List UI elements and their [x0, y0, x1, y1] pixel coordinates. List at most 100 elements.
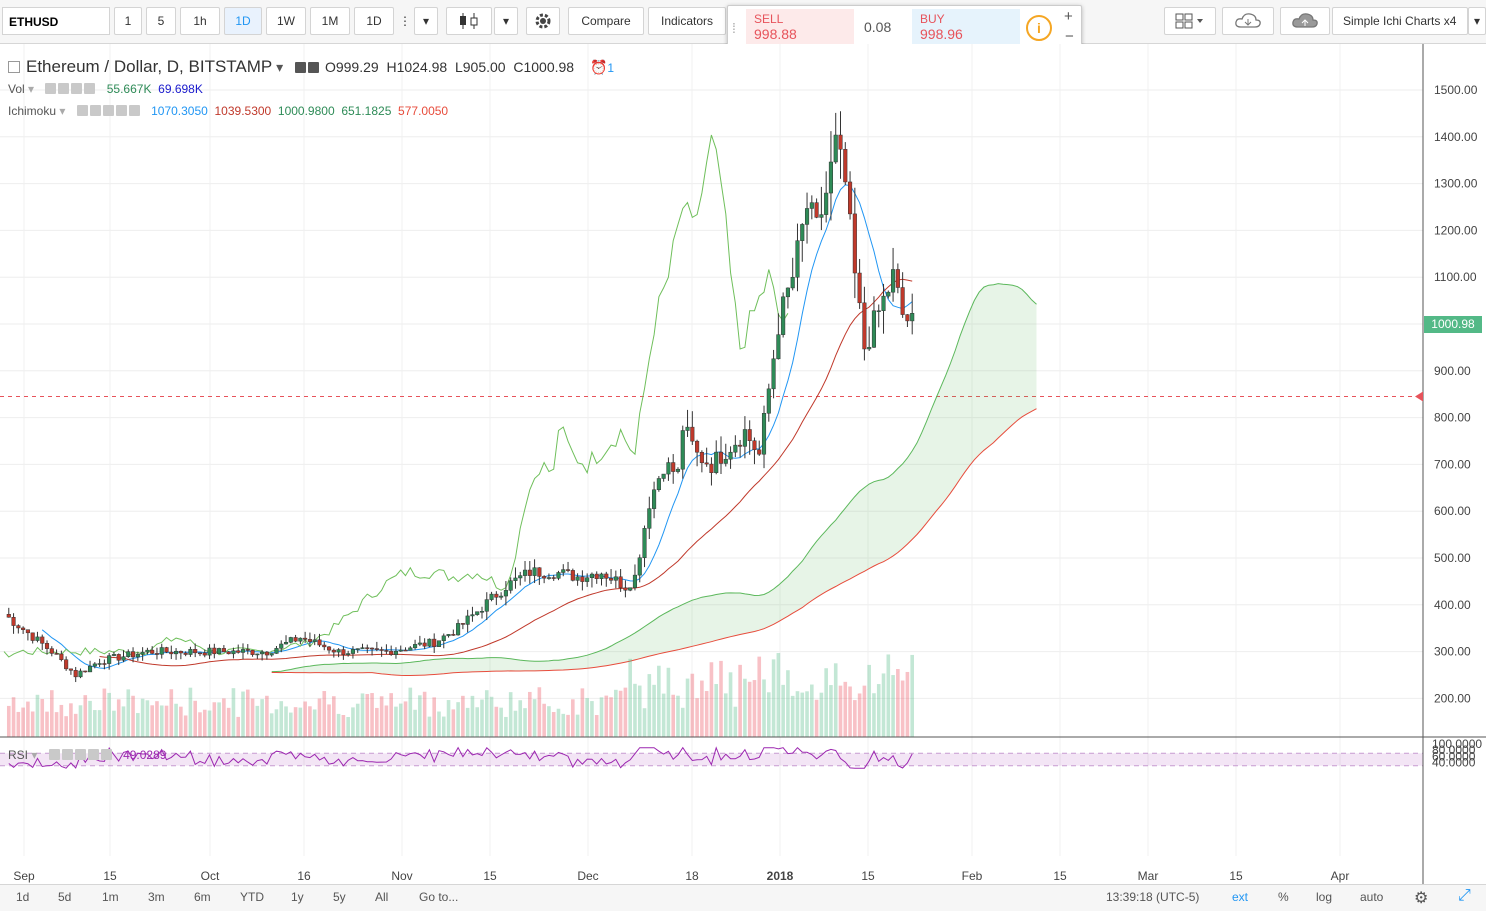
candle-body: [131, 651, 136, 658]
legend-dropdown-icon[interactable]: ▾: [276, 59, 284, 75]
candle-body: [852, 213, 857, 274]
range-5d-button[interactable]: 5d: [58, 890, 72, 904]
volume-bar: [484, 690, 489, 737]
volume-bar: [700, 680, 704, 737]
buy-button[interactable]: BUY 998.96: [912, 9, 1020, 47]
volume-bar: [676, 695, 680, 737]
interval-1m-button[interactable]: 1M: [310, 7, 350, 35]
drag-handle-icon[interactable]: ⁞: [732, 20, 736, 36]
candle-body: [900, 287, 905, 315]
legend-eye-icon[interactable]: [295, 60, 321, 76]
range-all-button[interactable]: All: [375, 890, 389, 904]
tenkan-line: [41, 184, 913, 669]
price-axis: 1500.001400.001300.001200.001100.001000.…: [0, 44, 1486, 884]
collapse-icon[interactable]: [8, 61, 20, 73]
interval-5-button[interactable]: 5: [146, 7, 176, 35]
candle-body: [886, 291, 891, 297]
symbol-title: Ethereum / Dollar, D, BITSTAMP: [26, 57, 273, 76]
volume-bar: [685, 678, 690, 737]
compare-button[interactable]: Compare: [568, 7, 644, 35]
cloud-upload-icon[interactable]: [1280, 7, 1330, 35]
chart-type-candles-icon[interactable]: [446, 7, 492, 35]
info-icon[interactable]: i: [1026, 15, 1052, 41]
volume-bar: [728, 672, 733, 737]
interval-1-button[interactable]: 1: [114, 7, 142, 35]
layout-dropdown-icon[interactable]: ▾: [1468, 7, 1486, 35]
volume-bar: [274, 709, 279, 737]
auto-scale-toggle[interactable]: auto: [1360, 890, 1384, 904]
volume-bar: [222, 698, 226, 737]
volume-bar: [40, 699, 45, 737]
interval-1h-button[interactable]: 1h: [180, 7, 220, 35]
candle-body: [489, 593, 494, 600]
vol-controls-icon[interactable]: [45, 82, 97, 97]
volume-bar: [499, 707, 503, 737]
fullscreen-icon[interactable]: ⤢: [1458, 887, 1471, 904]
candle-body: [781, 296, 786, 335]
cloud-download-icon[interactable]: [1222, 7, 1274, 35]
volume-bar: [810, 684, 814, 737]
range-6m-button[interactable]: 6m: [194, 890, 211, 904]
candle-body: [537, 567, 542, 577]
interval-dropdown-icon[interactable]: ▾: [414, 7, 438, 35]
candle-body: [833, 134, 838, 163]
ichimoku-controls-icon[interactable]: [76, 104, 142, 119]
volume-bar: [786, 670, 790, 737]
volume-bar: [73, 713, 78, 737]
layout-name-button[interactable]: Simple Ichi Charts x4: [1332, 7, 1468, 35]
candle-body: [207, 647, 212, 656]
percent-scale-toggle[interactable]: %: [1278, 890, 1289, 904]
time-tick-label: Mar: [1138, 869, 1159, 883]
candle-body: [561, 569, 566, 573]
vol-value-2: 69.698K: [158, 82, 203, 96]
volume-bar: [599, 697, 604, 737]
volume-bar: [360, 693, 365, 737]
rsi-controls-icon[interactable]: [48, 748, 114, 763]
volume-bar: [848, 686, 852, 737]
interval-1w-button[interactable]: 1W: [266, 7, 306, 35]
indicators-button[interactable]: Indicators: [648, 7, 726, 35]
volume-bar: [403, 701, 408, 737]
minus-icon[interactable]: −: [1065, 28, 1074, 45]
volume-bar: [441, 716, 446, 737]
range-5y-button[interactable]: 5y: [333, 890, 346, 904]
alarm-clock-icon[interactable]: ⏰: [589, 59, 608, 75]
settings-gear-icon[interactable]: [526, 7, 560, 35]
goto-date-button[interactable]: Go to...: [419, 890, 459, 904]
range-1y-button[interactable]: 1y: [291, 890, 304, 904]
volume-bar: [355, 703, 360, 737]
range-1d-button[interactable]: 1d: [16, 890, 30, 904]
volume-bar: [102, 688, 107, 737]
volume-bar: [188, 687, 193, 737]
interval-more-icon[interactable]: ⋮: [399, 14, 411, 28]
layout-grid-icon[interactable]: [1164, 7, 1216, 35]
candle-body: [178, 650, 183, 654]
range-ytd-button[interactable]: YTD: [240, 890, 264, 904]
chart-type-dropdown-icon[interactable]: ▾: [494, 7, 518, 35]
volume-bar: [446, 700, 451, 737]
chart-settings-gear-icon[interactable]: ⚙: [1414, 890, 1429, 907]
volume-bar: [518, 700, 523, 737]
range-3m-button[interactable]: 3m: [148, 890, 165, 904]
candle-body: [92, 663, 97, 667]
volume-bar: [155, 701, 159, 737]
main-chart-canvas[interactable]: 1500.001400.001300.001200.001100.001000.…: [0, 44, 1486, 884]
volume-bar: [910, 654, 914, 737]
candle-body: [150, 649, 155, 654]
interval-1d-button[interactable]: 1D: [224, 7, 262, 35]
ext-hours-toggle[interactable]: ext: [1232, 890, 1249, 904]
candle-body: [269, 653, 274, 656]
candle-body: [331, 649, 336, 653]
plus-icon[interactable]: +: [1064, 8, 1073, 25]
log-scale-toggle[interactable]: log: [1316, 890, 1333, 904]
interval-custom-button[interactable]: 1D: [354, 7, 394, 35]
volume-bar: [375, 707, 379, 737]
symbol-search-input[interactable]: ETHUSD: [2, 7, 110, 35]
sell-button[interactable]: SELL 998.88: [746, 9, 854, 47]
volume-bar: [637, 685, 642, 737]
volume-bar: [743, 678, 747, 737]
volume-bar: [680, 707, 685, 737]
volume-bar: [427, 716, 432, 737]
volume-bar: [226, 707, 231, 737]
range-1m-button[interactable]: 1m: [102, 890, 119, 904]
